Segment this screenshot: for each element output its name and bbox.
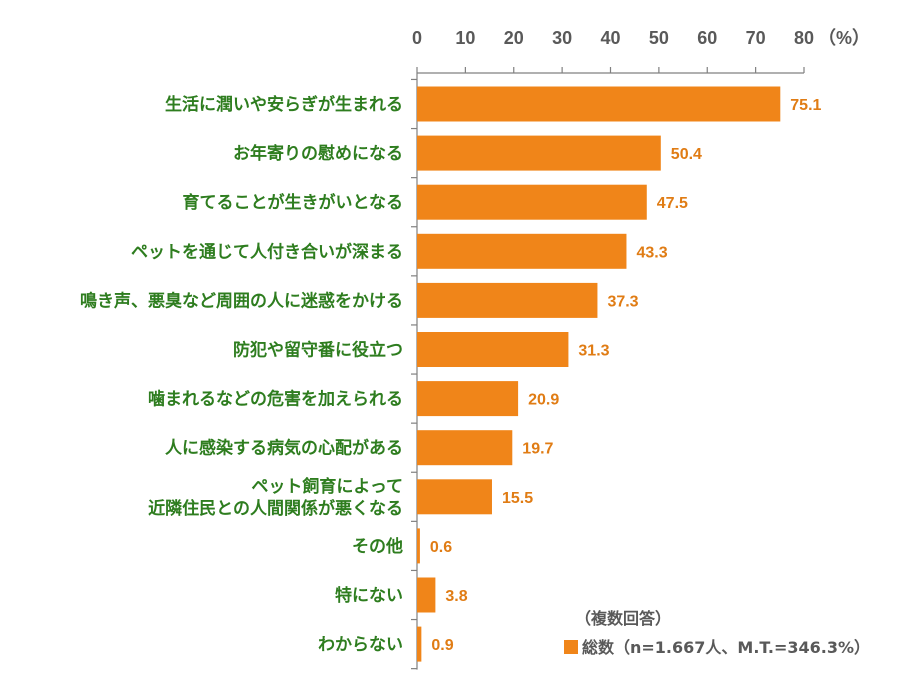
- legend-swatch: [564, 640, 578, 654]
- x-tick-label: 70: [746, 28, 766, 48]
- x-tick-label: 30: [552, 28, 572, 48]
- data-label: 75.1: [790, 97, 821, 114]
- bar: [417, 577, 436, 613]
- data-label: 15.5: [502, 490, 533, 507]
- legend-note: （複数回答）: [575, 609, 671, 628]
- data-label: 47.5: [657, 195, 688, 212]
- data-label: 37.3: [607, 293, 638, 310]
- category-label: 生活に潤いや安らぎが生まれる: [165, 94, 403, 115]
- category-label: 防犯や留守番に役立つ: [233, 340, 403, 361]
- bar: [417, 86, 781, 122]
- data-label: 0.9: [431, 637, 453, 654]
- x-tick-label: 50: [649, 28, 669, 48]
- data-label: 3.8: [445, 588, 467, 605]
- data-label: 0.6: [430, 539, 452, 556]
- category-label: 育てることが生きがいとなる: [183, 192, 404, 213]
- x-tick-label: 60: [697, 28, 717, 48]
- bar: [417, 135, 661, 171]
- category-label: 噛まれるなどの危害を加えられる: [148, 389, 403, 410]
- bar: [417, 184, 647, 220]
- bar: [417, 430, 513, 466]
- data-label: 20.9: [528, 392, 559, 409]
- bar: [417, 381, 519, 417]
- x-tick-label: 80: [794, 28, 814, 48]
- category-label: ペットを通じて人付き合いが深まる: [131, 241, 403, 262]
- category-label: 特にない: [335, 585, 403, 606]
- x-tick-label: 10: [455, 28, 475, 48]
- x-tick-label: 0: [412, 28, 422, 48]
- category-label: わからない: [318, 635, 403, 655]
- category-label: その他: [352, 536, 403, 557]
- bar: [417, 233, 627, 269]
- bar: [417, 332, 569, 367]
- x-tick-label: 20: [504, 28, 524, 48]
- bar: [417, 479, 492, 515]
- category-label: 鳴き声、悪臭など周囲の人に迷惑をかける: [80, 290, 403, 311]
- bar: [417, 528, 420, 564]
- category-label: 人に感染する病気の心配がある: [165, 438, 403, 459]
- category-label: お年寄りの慰めになる: [233, 143, 403, 164]
- category-label: 近隣住民との人間関係が悪くなる: [148, 498, 403, 519]
- x-axis-unit-label: （%）: [818, 28, 870, 48]
- category-label: ペット飼育によって: [251, 476, 403, 497]
- x-tick-label: 40: [600, 28, 620, 48]
- data-label: 19.7: [522, 441, 553, 458]
- bar: [417, 282, 598, 318]
- bar: [417, 626, 422, 662]
- data-label: 31.3: [578, 343, 609, 360]
- data-label: 50.4: [671, 146, 702, 163]
- data-label: 43.3: [636, 244, 667, 261]
- legend-label: 総数（n=1.667人、M.T.=346.3%）: [582, 638, 870, 657]
